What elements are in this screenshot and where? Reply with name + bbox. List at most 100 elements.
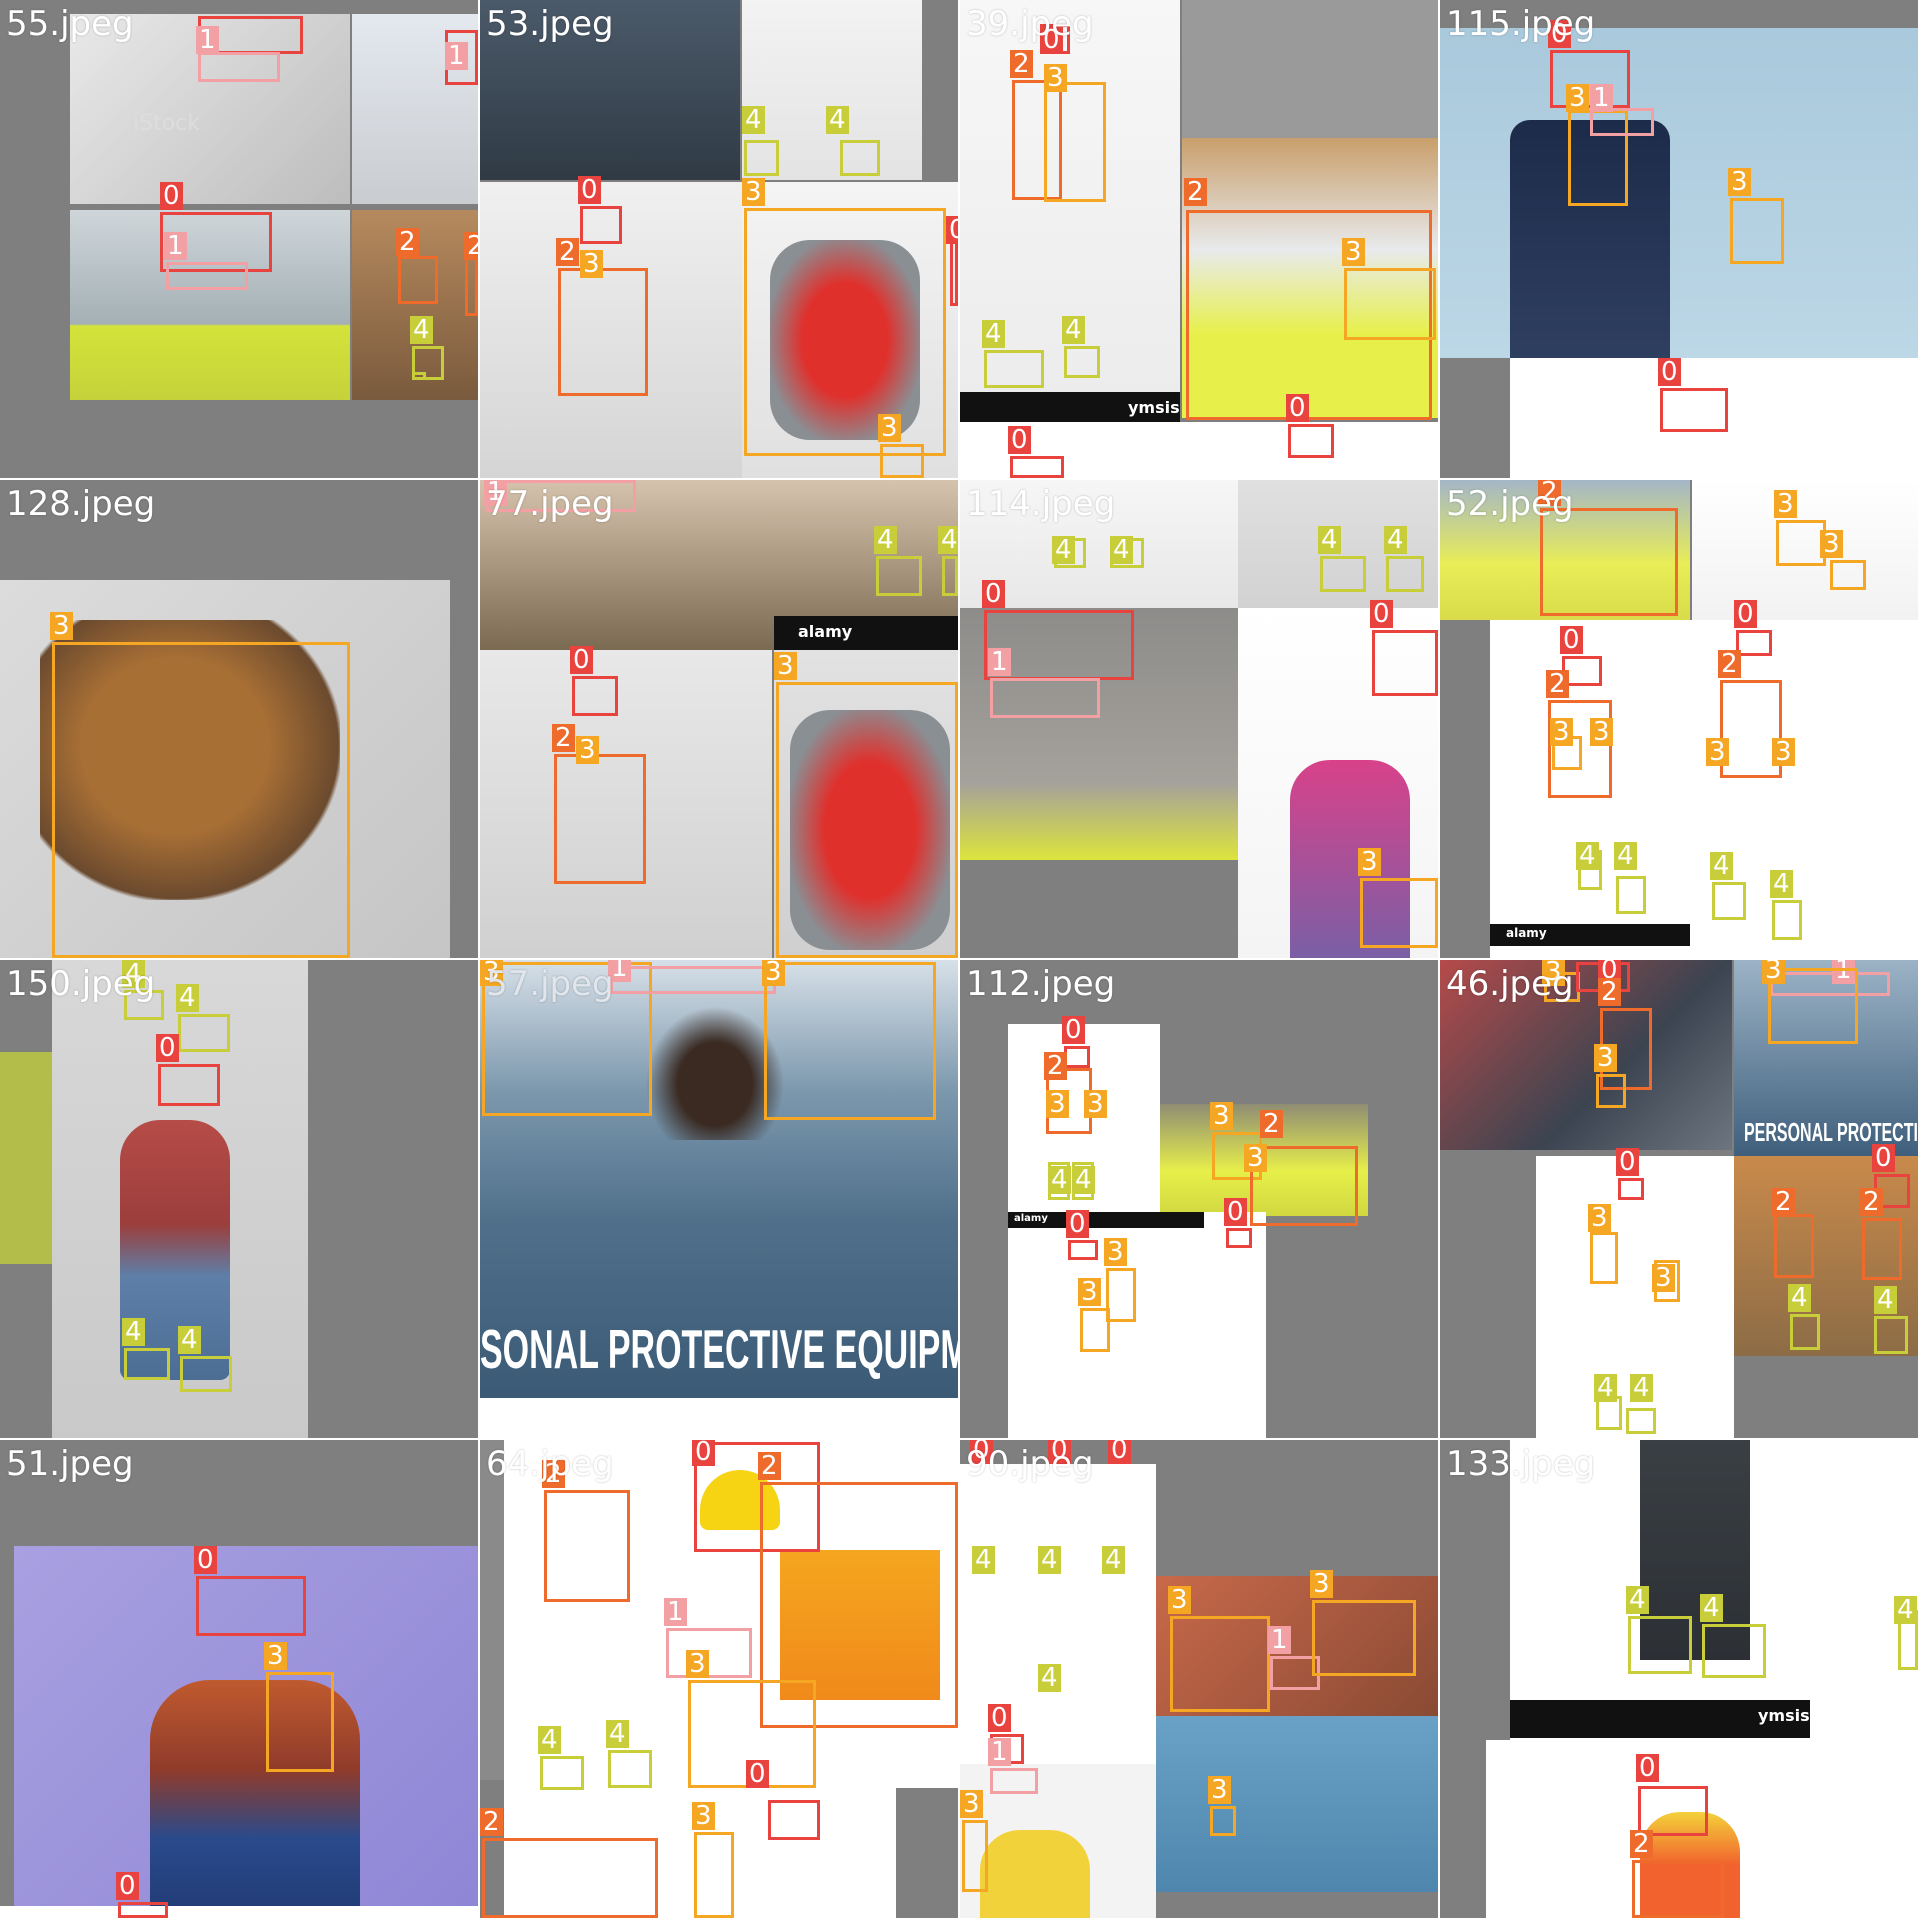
bbox-class-4 [1386,556,1424,592]
bbox-class-4 [1616,876,1646,914]
bbox-class-4 [1320,556,1366,592]
class-tag: 0 [1560,626,1583,654]
class-tag: 3 [1772,738,1795,766]
class-tag: 4 [122,1318,145,1346]
photo-worker-vest [480,182,742,478]
bbox-class-3 [1360,878,1438,948]
class-tag: 4 [1594,1374,1617,1402]
class-tag: 3 [1728,168,1751,196]
class-tag: 2 [758,1452,781,1480]
mosaic-tile: 2 0 2 1 3 4 4 0 2 3 64.jpeg [480,1440,958,1918]
class-tag: 1 [484,480,507,506]
photo-worker-vest [1440,480,1690,620]
bbox-class-3 [1596,1074,1626,1108]
tile-filename: 39.jpeg [966,4,1094,44]
bbox-class-2 [1862,1218,1902,1280]
bbox-class-0 [160,212,272,272]
tile-filename: 53.jpeg [486,4,614,44]
worker-shape [150,1680,360,1906]
bbox-class-2 [1632,1860,1724,1918]
bbox-class-2 [465,256,478,316]
class-tag: 2 [1630,1830,1653,1858]
class-tag: 0 [1286,394,1309,422]
bbox-class-2 [760,1482,958,1728]
photo-scaffold [1734,1156,1918,1356]
class-tag: 0 [1658,358,1681,386]
class-tag: 0 [1548,20,1571,48]
banner-text: SONAL PROTECTIVE EQUIPME [480,1320,958,1381]
bbox-class-3 [1830,560,1866,590]
class-tag: 3 [1044,64,1067,92]
bbox-class-4 [840,140,880,176]
bbox-class-4 [744,140,779,176]
class-tag: 4 [1630,1374,1653,1402]
class-tag: 3 [960,1790,983,1818]
bbox-class-1 [1770,972,1890,996]
class-tag: 0 [570,646,593,674]
class-tag: 2 [1860,1188,1883,1216]
bbox-class-3 [776,682,958,958]
tile-filename: 57.jpeg [486,964,614,1004]
class-tag: 3 [50,612,73,640]
watermark-text: alamy [1014,1213,1048,1224]
class-tag: 3 [1774,490,1797,518]
tile-filename: 46.jpeg [1446,964,1574,1004]
class-tag: 4 [122,960,145,988]
class-tag: 3 [1762,960,1785,984]
legs-shape [1640,1440,1750,1660]
bbox-class-3 [1080,1308,1110,1352]
bbox-class-4 [178,1014,230,1052]
bbox-class-1 [198,52,280,82]
bbox-class-3 [1312,1600,1416,1676]
class-tag: 0 [1734,600,1757,628]
class-tag: 2 [552,724,575,752]
mosaic-tile: alamy 2 3 3 0 0 2 2 3 3 3 3 4 4 4 4 52.j… [1440,480,1918,958]
photo-woman-vest [70,210,350,400]
glove-shape [770,240,920,440]
bbox-class-3 [1210,1806,1236,1836]
class-tag: 1 [608,960,631,982]
class-tag: 1 [1590,84,1613,112]
bbox-class-4 [412,346,444,380]
class-tag: 4 [1048,1166,1071,1194]
padding [0,480,478,580]
bbox-class-3 [1170,1616,1270,1712]
class-tag: 4 [1384,526,1407,554]
helmet-shape [700,1470,780,1530]
bbox-class-4 [608,1750,652,1788]
mosaic-tile: ymsis 0 2 3 2 3 4 4 0 0 39.jpeg [960,0,1438,478]
class-tag: 4 [178,1326,201,1354]
class-tag: 4 [1788,1284,1811,1312]
class-tag: 3 [576,736,599,764]
bbox-class-3 [1106,1268,1136,1322]
vest-shape [780,1550,940,1700]
class-tag: 4 [982,320,1005,348]
class-tag: 0 [988,1704,1011,1732]
bbox-class-1 [610,966,776,994]
class-tag: 0 [1108,1440,1131,1464]
bbox-class-1 [990,1768,1038,1794]
class-tag: 4 [176,984,199,1012]
bbox-class-3 [1730,198,1784,264]
watermark-bar [1008,1212,1204,1228]
bbox-class-2 [1548,700,1612,798]
bbox-class-2 [1250,1146,1358,1226]
bbox-class-2 [1720,680,1782,778]
class-tag: 3 [774,652,797,680]
class-tag: 0 [1872,1144,1895,1172]
class-tag: 2 [542,1460,565,1488]
bbox-class-4 [1712,882,1746,920]
class-tag: 3 [1168,1586,1191,1614]
class-tag: 0 [1370,600,1393,628]
class-tag: 2 [1010,50,1033,78]
class-tag: 1 [164,232,187,260]
bbox-class-2 [554,754,646,884]
class-tag: 1 [196,26,219,54]
padding [896,1788,958,1918]
class-tag: 4 [1052,536,1075,564]
bbox-class-3 [1044,82,1106,202]
photo-worker-blue [1156,1716,1438,1892]
padding [480,1440,504,1780]
padding [1182,0,1438,138]
tile-filename: 115.jpeg [1446,4,1596,44]
